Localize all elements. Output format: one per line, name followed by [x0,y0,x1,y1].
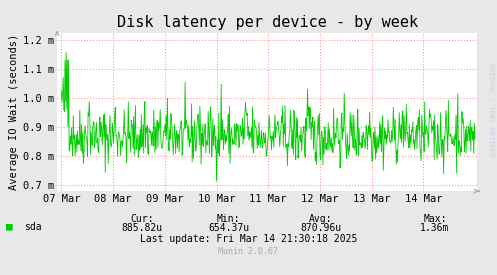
Text: Munin 2.0.67: Munin 2.0.67 [219,247,278,256]
Y-axis label: Average IO Wait (seconds): Average IO Wait (seconds) [9,34,19,190]
Text: Last update: Fri Mar 14 21:30:18 2025: Last update: Fri Mar 14 21:30:18 2025 [140,234,357,244]
Text: 885.82u: 885.82u [121,223,162,233]
Text: 1.36m: 1.36m [420,223,450,233]
Text: Cur:: Cur: [130,214,154,224]
Text: Avg:: Avg: [309,214,332,224]
Text: Min:: Min: [217,214,241,224]
Title: Disk latency per device - by week: Disk latency per device - by week [117,15,417,31]
Text: 654.37u: 654.37u [208,223,249,233]
Text: Max:: Max: [423,214,447,224]
Text: ■: ■ [6,222,13,232]
Text: RRDTOOL / TOBI OETIKER: RRDTOOL / TOBI OETIKER [488,63,494,157]
Text: sda: sda [24,222,41,232]
Text: 870.96u: 870.96u [300,223,341,233]
